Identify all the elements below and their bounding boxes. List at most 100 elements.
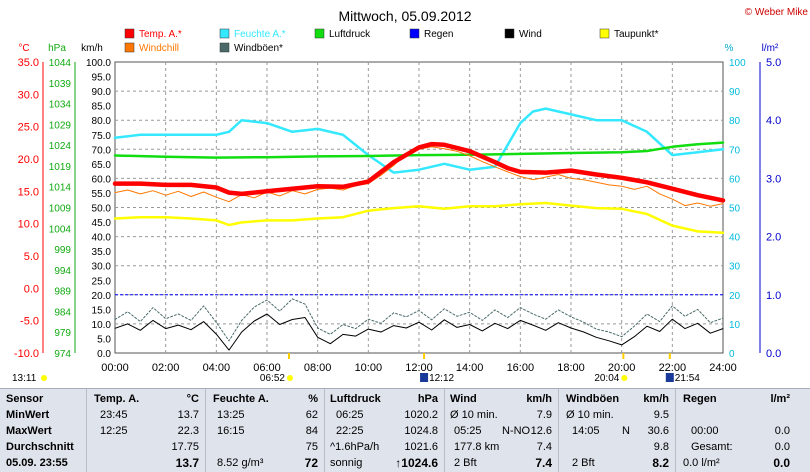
- summary-col-temp: Temp. A. °C 23:45 13.7 12:25 22.3 17.75 …: [86, 389, 206, 472]
- summary-value: 1020.2: [404, 409, 438, 421]
- summary-direction: N: [622, 425, 630, 437]
- summary-value: 0.0: [774, 425, 790, 437]
- summary-value: 30.6: [647, 425, 669, 437]
- kmh-tick-label: 75.0: [92, 131, 112, 142]
- legend-swatch: [504, 28, 515, 39]
- marker-time: 06:52: [260, 373, 285, 384]
- series-wind: [114, 313, 724, 351]
- kmh-tick-label: 95.0: [92, 73, 112, 84]
- summary-header: Sensor: [6, 393, 44, 405]
- hpa-tick-label: 984: [54, 307, 71, 318]
- summary-row-label: Durchschnitt: [6, 441, 74, 453]
- summary-avg-label: Ø 10 min.: [450, 409, 498, 421]
- legend-label: Feuchte A.*: [234, 29, 286, 40]
- kmh-tick-label: 45.0: [92, 218, 112, 229]
- summary-col-rain: Regen l/m² 00:00 0.0 Gesamt: 0.0 0.0 l/m…: [675, 389, 810, 472]
- time-tick-label: 20:00: [608, 362, 636, 374]
- marker-time: 20:04: [594, 373, 619, 384]
- hpa-tick-label: 1009: [49, 204, 72, 215]
- legend-label: Luftdruck: [329, 29, 371, 40]
- summary-time: 12:25: [100, 425, 128, 437]
- time-tick-label: 00:00: [101, 362, 129, 374]
- time-tick-label: 04:00: [203, 362, 231, 374]
- legend-label: Taupunkt*: [614, 29, 659, 40]
- kmh-tick-label: 0.0: [97, 349, 111, 360]
- rain-tick-label: 4.0: [766, 115, 781, 127]
- summary-rain-current: 0.0 l/m²: [683, 457, 720, 469]
- kmh-tick-label: 50.0: [92, 204, 112, 215]
- legend-swatch: [409, 28, 420, 39]
- percent-tick-label: 50: [729, 204, 741, 215]
- percent-tick-label: 80: [729, 116, 741, 127]
- time-tick-label: 02:00: [152, 362, 180, 374]
- sun-icon: [41, 375, 47, 381]
- celsius-tick-label: 25.0: [18, 122, 39, 134]
- percent-tick-label: 60: [729, 174, 741, 185]
- summary-value: 9.5: [653, 409, 669, 421]
- summary-value: 75: [305, 441, 318, 453]
- kmh-tick-label: 30.0: [92, 262, 112, 273]
- summary-unit: km/h: [643, 393, 669, 405]
- celsius-tick-label: 5.0: [24, 251, 39, 263]
- celsius-tick-label: 35.0: [18, 57, 39, 69]
- sun-icon: [621, 375, 628, 381]
- hpa-tick-label: 1039: [49, 79, 72, 90]
- hpa-tick-label: 1024: [49, 141, 72, 152]
- chart-title: Mittwoch, 05.09.2012: [338, 8, 471, 24]
- summary-time: 16:15: [217, 425, 245, 437]
- summary-value: 1021.6: [404, 441, 438, 453]
- celsius-tick-label: 15.0: [18, 186, 39, 198]
- kmh-tick-label: 70.0: [92, 145, 112, 156]
- legend-swatch: [219, 42, 230, 53]
- summary-value: 7.4: [536, 441, 552, 453]
- summary-col-humidity: Feuchte A. % 13:25 62 16:15 84 75 8.52 g…: [205, 389, 325, 472]
- summary-row-label: 05.09. 23:55: [6, 457, 68, 469]
- hpa-tick-label: 1029: [49, 120, 72, 131]
- summary-header: Luftdruck: [330, 393, 381, 405]
- time-tick-label: 22:00: [659, 362, 687, 374]
- axis-labels: °C hPa km/h% l/m²: [18, 43, 779, 353]
- hpa-tick-label: 999: [54, 245, 71, 256]
- summary-time: 06:25: [336, 409, 364, 421]
- author-credit: © Weber Mike: [745, 2, 808, 20]
- summary-row-label: MinWert: [6, 409, 50, 421]
- summary-total-label: Gesamt:: [691, 441, 733, 453]
- time-tick-label: 24:00: [709, 362, 737, 374]
- percent-tick-label: 40: [729, 233, 741, 244]
- summary-unit: km/h: [526, 393, 552, 405]
- marker-time: 21:54: [675, 373, 700, 384]
- celsius-tick-label: -10.0: [14, 348, 39, 360]
- kmh-tick-label: 10.0: [92, 320, 112, 331]
- summary-trend: ^1.6hPa/h: [330, 441, 380, 453]
- series-pressure: [113, 141, 725, 159]
- time-tick-label: 16:00: [507, 362, 535, 374]
- rain-tick-label: 3.0: [766, 173, 781, 185]
- percent-tick-label: 70: [729, 145, 741, 156]
- summary-current: ↑1024.6: [395, 456, 438, 470]
- summary-current: 13.7: [175, 456, 199, 470]
- summary-unit: hPa: [417, 393, 438, 405]
- summary-time: 22:25: [336, 425, 364, 437]
- hpa-tick-label: 1014: [49, 183, 72, 194]
- legend-swatch: [599, 28, 610, 39]
- kmh-tick-label: 85.0: [92, 102, 112, 113]
- moon-icon: [420, 373, 429, 382]
- percent-axis-title: %: [725, 43, 734, 54]
- summary-header: Feuchte A.: [213, 393, 269, 405]
- hpa-tick-label: 979: [54, 328, 71, 339]
- sun-icon: [286, 375, 293, 381]
- kmh-tick-label: 15.0: [92, 305, 112, 316]
- kmh-tick-label: 5.0: [97, 334, 111, 345]
- summary-forecast: sonnig: [330, 457, 363, 469]
- celsius-tick-label: 30.0: [18, 89, 39, 101]
- summary-time: 23:45: [100, 409, 128, 421]
- summary-beaufort: 2 Bft: [454, 457, 477, 469]
- summary-header: Windböen: [566, 393, 620, 405]
- kmh-tick-label: 100.0: [86, 58, 111, 69]
- celsius-tick-label: -5.0: [20, 316, 39, 328]
- kmh-tick-label: 20.0: [92, 291, 112, 302]
- series-gusts: [114, 298, 724, 342]
- summary-time: 13:25: [217, 409, 245, 421]
- celsius-tick-label: 0.0: [24, 283, 39, 295]
- summary-value: 0.0: [774, 441, 790, 453]
